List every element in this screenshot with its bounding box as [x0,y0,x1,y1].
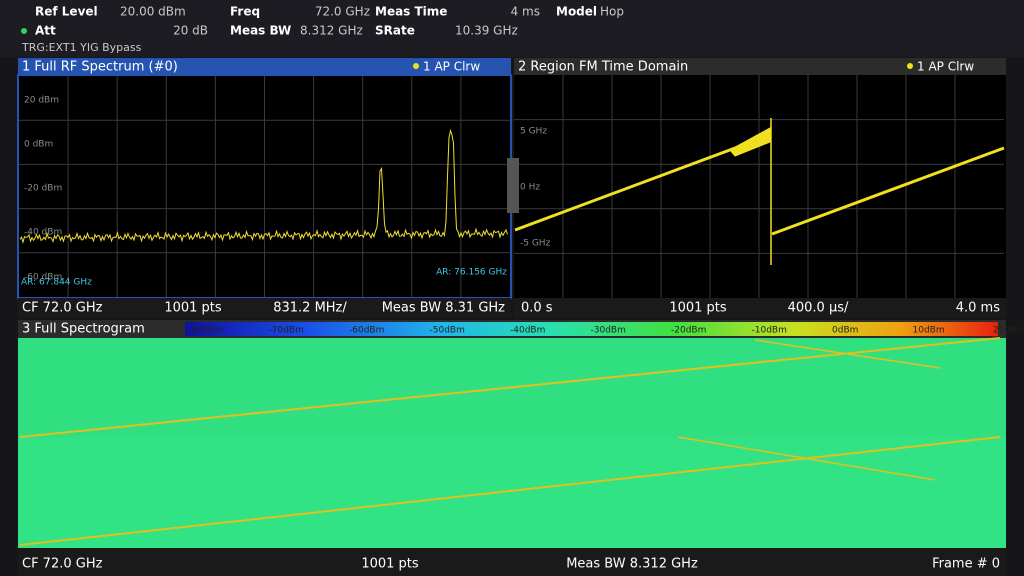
spectrogram-line [677,436,936,481]
grid [514,75,1004,298]
header-value: 72.0 GHz [315,5,370,19]
fm-trace [514,118,1005,265]
header-value: 20 dB [173,24,208,38]
spectrogram-traces [19,337,1001,546]
fm-ramp [514,133,771,232]
colorbar [185,322,998,336]
header-label: Model [556,5,597,19]
colorbar-label: -70dBm [269,326,304,336]
window-title: 2 Region FM Time Domain [518,60,688,75]
colorbar-label: 0dBm [832,326,858,336]
y-axis-label: 0 dBm [24,140,53,150]
header-value: 20.00 dBm [120,5,186,19]
trace-dot [413,63,419,69]
header-value: 8.312 GHz [300,24,363,38]
spectrogram-line [19,436,1001,546]
header-bar [0,0,1024,57]
window-title: 1 Full RF Spectrum (#0) [22,60,178,75]
colorbar-label: -30dBm [591,326,626,336]
colorbar-label: -50dBm [430,326,465,336]
y-axis-label: -60 dBm [24,273,62,283]
trace-dot [907,63,913,69]
colorbar-label: -20dBm [671,326,706,336]
header-label: Freq [230,5,260,19]
footer-label: 0.0 s [521,301,553,316]
y-axis-label: -40 dBm [24,228,62,238]
spectrogram-line [19,337,1001,438]
header-label: Meas BW [230,24,291,38]
colorbar-label: 20dBm [993,326,1024,336]
trace-label: 1 AP Clrw [917,60,974,74]
header-label: Att [35,24,56,38]
splitter[interactable] [507,158,519,213]
marker-label: AR: 76.156 GHz [436,268,507,278]
footer-label: CF 72.0 GHz [22,301,103,316]
header-label: Meas Time [375,5,447,19]
spectrum-trace [19,128,508,244]
window2-plot [514,75,1006,298]
y-axis-label: -20 dBm [24,184,62,194]
footer-label: 1001 pts [669,301,727,316]
grid [19,76,510,297]
window1-footer [18,298,511,318]
window2-titlebar[interactable] [514,58,1006,75]
status-dot [21,28,27,34]
marker-label: AR: 67.844 GHz [21,278,92,288]
colorbar-label: -80dBm [188,326,223,336]
header-label: Ref Level [35,5,98,19]
fm-ramp [771,146,1005,236]
header-value: 10.39 GHz [455,24,518,38]
footer-label: Frame # 0 [932,557,1000,572]
colorbar-label: -60dBm [349,326,384,336]
footer-label: 4.0 ms [956,301,1000,316]
header-value: 4 ms [511,5,540,19]
spectrogram-band [18,438,1006,548]
header-value: Hop [600,5,624,19]
window2-footer [514,298,1006,318]
y-axis-label: 20 dBm [24,96,59,106]
footer-label: Meas BW 8.31 GHz [382,301,505,316]
footer-label: 1001 pts [361,557,419,572]
window3-footer [18,548,1006,576]
window-title: 3 Full Spectrogram [22,322,145,337]
y-axis-label: 0 Hz [520,183,540,193]
y-axis-label: 5 GHz [520,127,547,137]
colorbar-label: -40dBm [510,326,545,336]
footer-label: 400.0 µs/ [788,301,849,316]
fm-noise [729,127,771,157]
footer-label: 1001 pts [164,301,222,316]
trace-label: 1 AP Clrw [423,60,480,74]
trigger-info: TRG:EXT1 YIG Bypass [21,41,142,54]
footer-label: 831.2 MHz/ [273,301,347,316]
header-label: SRate [375,24,415,38]
colorbar-label: 10dBm [913,326,945,336]
window1-titlebar[interactable] [18,58,511,75]
colorbar-label: -10dBm [752,326,787,336]
spectrogram-line [754,339,941,369]
footer-label: CF 72.0 GHz [22,557,103,572]
footer-label: Meas BW 8.312 GHz [566,557,698,572]
y-axis-label: -5 GHz [520,239,551,249]
